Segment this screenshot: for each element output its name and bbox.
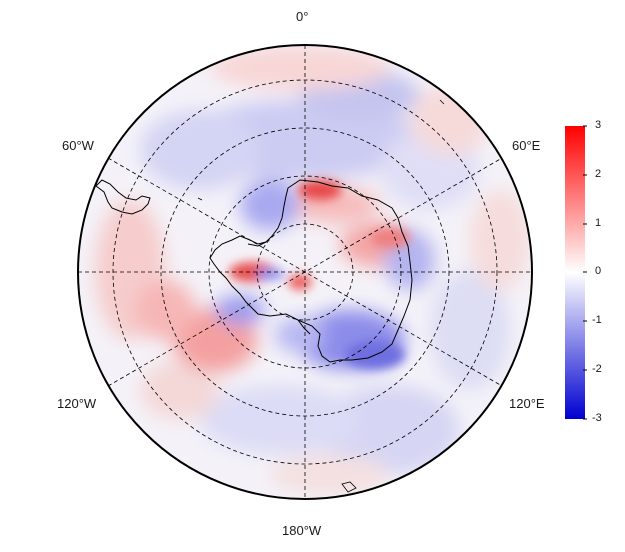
- map-border: [77, 44, 533, 500]
- colorbar-tick-label: 3: [595, 119, 602, 131]
- lon-label-180w: 180°W: [282, 523, 322, 538]
- anomaly-field: [78, 45, 532, 499]
- graticule: [78, 45, 532, 499]
- lon-label-120e: 120°E: [509, 396, 545, 411]
- colorbar: [565, 126, 585, 419]
- colorbar-tick-label: 1: [595, 217, 602, 229]
- colorbar-ticks: [583, 125, 587, 420]
- lon-label-120w: 120°W: [57, 396, 97, 411]
- lon-label-60e: 60°E: [512, 138, 541, 153]
- south-america-coastline: [95, 179, 151, 215]
- colorbar-tick-label: 2: [595, 168, 602, 180]
- colorbar-tick-label: -2: [592, 363, 602, 375]
- colorbar-tick-label: -1: [592, 314, 602, 326]
- lon-label-60w: 60°W: [62, 138, 94, 153]
- lon-label-0: 0°: [296, 9, 309, 24]
- small-islands: [197, 99, 445, 493]
- colorbar-tick-label: -3: [592, 412, 602, 424]
- colorbar-tick-label: 0: [595, 265, 602, 277]
